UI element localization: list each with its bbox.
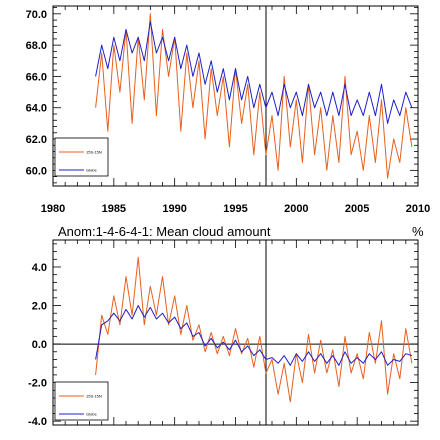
y-tick-label: 60.0 xyxy=(26,165,47,177)
legend-label-globe: Globe xyxy=(86,412,97,417)
legend-label-15s-15n: 15S-15N xyxy=(86,150,102,155)
bottom-panel-legend: 15S-15N Globe xyxy=(54,381,109,421)
series-line-globe xyxy=(95,21,413,124)
x-tick-label: 2005 xyxy=(345,203,369,215)
bottom-panel-y-tick-labels: 4.0 2.0 0.0 -2.0 -4.0 xyxy=(28,262,47,428)
legend-label-globe: Globe xyxy=(86,168,97,173)
x-tick-label: 2010 xyxy=(406,203,430,215)
x-tick-label: 2000 xyxy=(284,203,308,215)
top-panel: 70.0 68.0 66.0 64.0 62.0 60.0 15S-15N Globe xyxy=(26,5,419,187)
top-panel-series xyxy=(95,13,413,179)
y-tick-label: -4.0 xyxy=(28,416,47,428)
y-tick-label: 68.0 xyxy=(26,40,47,52)
legend-label-15s-15n: 15S-15N xyxy=(86,394,102,399)
y-tick-label: 64.0 xyxy=(26,103,47,115)
y-tick-label: 70.0 xyxy=(26,9,47,21)
top-panel-legend: 15S-15N Globe xyxy=(54,137,109,177)
top-panel-y-tick-labels: 70.0 68.0 66.0 64.0 62.0 60.0 xyxy=(26,9,47,178)
x-tick-label: 1980 xyxy=(41,203,65,215)
bottom-panel-unit: % xyxy=(412,224,424,239)
x-tick-label: 1985 xyxy=(102,203,126,215)
bottom-panel-title: Anom:1-4-6-4-1: Mean cloud amount xyxy=(58,224,271,239)
series-line-15s-15n xyxy=(95,256,413,403)
x-tick-label: 1990 xyxy=(162,203,186,215)
y-tick-label: 2.0 xyxy=(32,301,47,313)
bottom-panel-series xyxy=(95,256,413,403)
series-line-15s-15n xyxy=(95,13,413,179)
y-tick-label: 4.0 xyxy=(32,262,47,274)
series-line-globe xyxy=(95,305,413,366)
y-tick-label: 0.0 xyxy=(32,339,47,351)
y-tick-label: -2.0 xyxy=(28,378,47,390)
top-panel-ticks xyxy=(52,6,419,186)
y-tick-label: 62.0 xyxy=(26,134,47,146)
x-tick-label: 1995 xyxy=(223,203,247,215)
x-tick-labels: 1980 1985 1990 1995 2000 2005 2010 xyxy=(41,203,430,215)
bottom-panel: Anom:1-4-6-4-1: Mean cloud amount % 4.0 2… xyxy=(28,224,424,428)
y-tick-label: 66.0 xyxy=(26,71,47,83)
